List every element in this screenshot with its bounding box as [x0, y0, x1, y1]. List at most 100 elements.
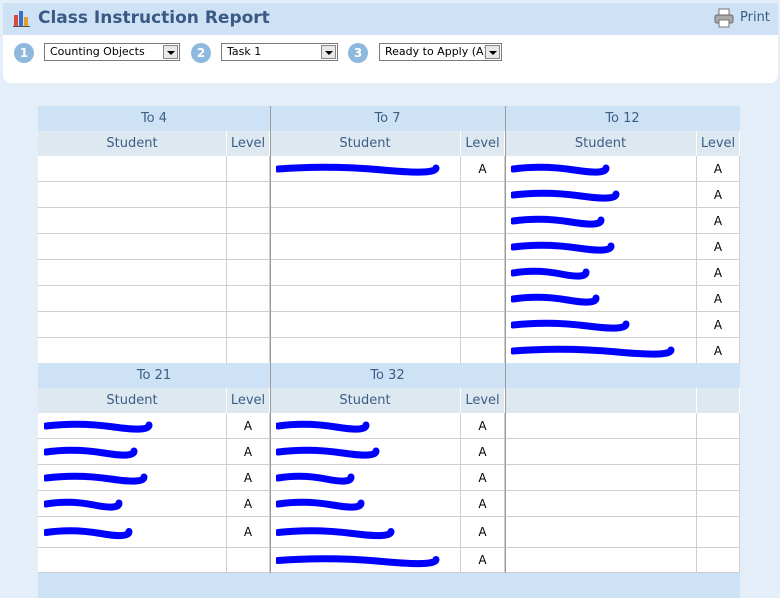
level-cell: A — [697, 208, 740, 234]
column-header: Student — [270, 131, 461, 156]
empty-cell — [270, 338, 461, 364]
empty-cell — [697, 491, 740, 517]
dropdown[interactable]: Counting Objects — [44, 43, 180, 61]
empty-cell — [697, 465, 740, 491]
group-header: To 7 — [270, 106, 505, 131]
redacted-name — [44, 420, 153, 433]
redacted-name — [44, 446, 138, 459]
level-cell: A — [227, 413, 270, 439]
empty-cell — [270, 234, 461, 260]
level-cell: A — [461, 156, 505, 182]
empty-cell — [227, 260, 270, 286]
empty-cell — [38, 338, 227, 364]
redacted-name — [276, 420, 370, 433]
column-header: Level — [697, 131, 740, 156]
table-footer — [38, 573, 740, 598]
empty-cell — [505, 465, 697, 491]
redacted-name — [511, 345, 675, 358]
level-cell: A — [461, 413, 505, 439]
student-cell — [38, 413, 227, 439]
redacted-name — [511, 189, 620, 202]
student-cell — [505, 208, 697, 234]
empty-cell — [461, 312, 505, 338]
empty-cell — [270, 182, 461, 208]
empty-cell — [270, 260, 461, 286]
empty-cell — [697, 439, 740, 465]
level-cell: A — [697, 156, 740, 182]
dropdown-arrow[interactable] — [163, 45, 178, 59]
empty-cell — [38, 234, 227, 260]
redacted-name — [276, 498, 365, 511]
empty-cell — [270, 286, 461, 312]
empty-cell — [697, 548, 740, 573]
student-cell — [505, 260, 697, 286]
empty-cell — [697, 413, 740, 439]
empty-cell — [270, 208, 461, 234]
column-header — [505, 388, 697, 413]
student-cell — [38, 465, 227, 491]
empty-cell — [227, 338, 270, 364]
dropdown[interactable]: Task 1 — [221, 43, 338, 61]
student-cell — [505, 234, 697, 260]
column-header: Student — [38, 388, 227, 413]
redacted-name — [511, 215, 605, 228]
group-separator — [505, 363, 506, 573]
dropdown-arrow[interactable] — [321, 45, 336, 59]
level-cell: A — [461, 465, 505, 491]
dropdown-arrow[interactable] — [485, 45, 500, 59]
dropdown-value: Ready to Apply (A) — [385, 45, 488, 58]
level-cell: A — [461, 439, 505, 465]
empty-cell — [461, 234, 505, 260]
empty-cell — [697, 517, 740, 548]
level-cell: A — [697, 234, 740, 260]
level-cell: A — [227, 465, 270, 491]
group-separator — [270, 363, 271, 573]
empty-cell — [227, 234, 270, 260]
group-header: To 12 — [505, 106, 740, 131]
redacted-name — [511, 241, 615, 254]
student-cell — [505, 182, 697, 208]
student-cell — [270, 517, 461, 548]
column-header: Level — [461, 388, 505, 413]
column-header: Student — [38, 131, 227, 156]
redacted-name — [276, 163, 440, 176]
empty-cell — [270, 312, 461, 338]
print-icon[interactable] — [714, 8, 734, 28]
header-bar — [3, 3, 778, 35]
student-cell — [38, 517, 227, 548]
empty-cell — [227, 208, 270, 234]
redacted-name — [44, 498, 123, 511]
empty-cell — [38, 182, 227, 208]
dropdown-value: Task 1 — [227, 45, 262, 58]
student-cell — [270, 465, 461, 491]
empty-cell — [227, 548, 270, 573]
student-cell — [270, 413, 461, 439]
redacted-name — [44, 472, 148, 485]
student-cell — [38, 439, 227, 465]
empty-cell — [227, 182, 270, 208]
print-link[interactable]: Print — [740, 10, 770, 25]
student-cell — [270, 156, 461, 182]
redacted-name — [276, 527, 395, 540]
level-cell: A — [697, 260, 740, 286]
step-number: 3 — [348, 43, 368, 63]
column-header — [697, 388, 740, 413]
level-cell: A — [227, 517, 270, 548]
empty-cell — [38, 548, 227, 573]
group-header: To 4 — [38, 106, 270, 131]
redacted-name — [276, 446, 380, 459]
empty-cell — [227, 156, 270, 182]
level-cell: A — [697, 338, 740, 364]
empty-cell — [505, 517, 697, 548]
empty-cell — [38, 286, 227, 312]
dropdown[interactable]: Ready to Apply (A) — [379, 43, 502, 61]
level-cell: A — [697, 182, 740, 208]
redacted-name — [276, 555, 440, 568]
level-cell: A — [227, 491, 270, 517]
level-cell: A — [697, 312, 740, 338]
group-separator — [505, 106, 506, 364]
redacted-name — [44, 527, 133, 540]
level-cell: A — [461, 517, 505, 548]
group-header: To 32 — [270, 363, 505, 388]
level-cell: A — [461, 491, 505, 517]
